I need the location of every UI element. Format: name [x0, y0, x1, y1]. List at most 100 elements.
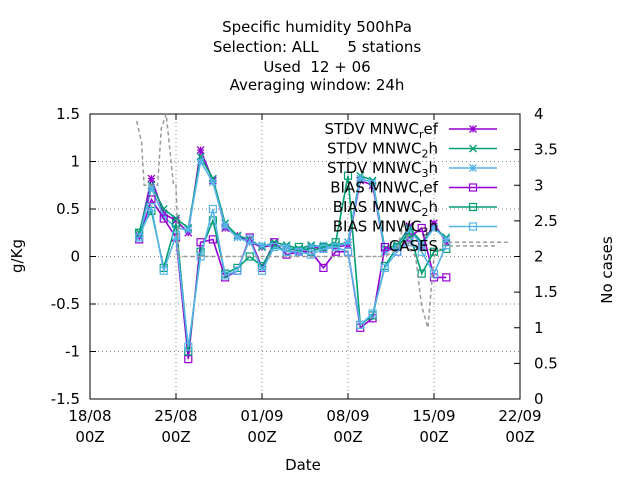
data-point: [270, 242, 279, 252]
data-point: [405, 225, 414, 234]
y2-tick-label: 4: [534, 105, 544, 123]
legend-label: STDV MNWC3h: [327, 159, 438, 180]
y2-tick-label: 2: [534, 248, 544, 266]
y2-axis-label: No cases: [598, 236, 616, 304]
legend-marker: [469, 125, 477, 133]
data-point: [135, 233, 144, 242]
legend-marker: [469, 144, 477, 153]
data-point: [208, 178, 217, 187]
legend-label: BIAS MNWCref: [330, 179, 438, 200]
data-point: [417, 223, 426, 233]
data-point: [172, 214, 180, 223]
x-tick-label: 22/09: [498, 407, 541, 425]
data-point: [356, 320, 365, 329]
data-point: [442, 241, 451, 250]
data-point: [343, 171, 353, 180]
x-axis-label: Date: [285, 456, 321, 474]
data-point: [307, 243, 316, 251]
data-point: [405, 238, 414, 247]
data-point: [184, 355, 193, 364]
data-point: [343, 247, 353, 256]
data-point: [196, 146, 205, 155]
data-point: [417, 247, 426, 256]
data-point: [233, 266, 242, 275]
data-point: [368, 178, 377, 187]
data-point: [233, 233, 242, 242]
data-point: [147, 203, 156, 212]
y2-tick-label: 1: [534, 319, 544, 337]
data-point: [171, 231, 181, 240]
legend-label: CASES: [389, 237, 438, 255]
data-point: [430, 219, 438, 228]
data-point: [221, 222, 230, 231]
x-tick-label: 08/09: [326, 407, 369, 425]
data-point: [405, 222, 414, 231]
data-point: [147, 184, 156, 193]
y2-tick-label: 0.5: [534, 354, 558, 372]
y-tick-label: 0.5: [56, 200, 80, 218]
data-point: [172, 216, 180, 225]
y-tick-label: 0: [70, 248, 80, 266]
x-tick-label: 01/09: [240, 407, 283, 425]
legend-marker: [468, 222, 478, 231]
y-tick-label: 1.5: [56, 105, 80, 123]
data-point: [184, 225, 193, 234]
series-line: [135, 113, 508, 329]
data-point: [319, 244, 328, 253]
data-point: [442, 235, 451, 244]
y2-tick-label: 0: [534, 390, 544, 408]
data-point: [208, 204, 217, 214]
x-tick-label-time: 00Z: [75, 428, 104, 446]
data-point: [417, 269, 426, 278]
legend-label: BIAS MNWC2h: [333, 198, 438, 219]
data-point: [147, 195, 156, 204]
title-line-2: Selection: ALL 5 stations: [213, 38, 421, 56]
data-point: [393, 242, 402, 252]
y2-tick-label: 1.5: [534, 283, 558, 301]
data-point: [221, 271, 230, 280]
data-point: [331, 238, 340, 247]
data-point: [380, 263, 389, 272]
data-point: [159, 212, 168, 221]
data-point: [344, 238, 352, 247]
data-point: [196, 157, 205, 166]
data-point: [184, 347, 193, 356]
y2-tick-label: 2.5: [534, 212, 558, 230]
x-tick-label-time: 00Z: [247, 428, 276, 446]
data-point: [282, 247, 291, 256]
series-group: [135, 113, 508, 364]
axis-ticks: 18/08 00Z 25/08 00Z 01/09 00Z 08/09 00Z 15/09 00Z…: [51, 105, 558, 446]
data-point: [196, 252, 205, 261]
y-tick-label: -0.5: [51, 295, 80, 313]
data-point: [405, 228, 414, 237]
y2-tick-label: 3: [534, 176, 544, 194]
data-point: [208, 235, 217, 244]
legend-label: STDV MNWCref: [324, 120, 438, 141]
data-point: [368, 309, 377, 318]
data-point: [257, 266, 267, 275]
y-tick-label: -1.5: [51, 390, 80, 408]
series-5: [135, 203, 451, 351]
data-point: [331, 247, 340, 256]
data-point: [282, 243, 291, 251]
x-tick-label-time: 00Z: [161, 428, 190, 446]
data-point: [184, 342, 193, 351]
data-point: [294, 247, 303, 256]
data-point: [258, 241, 266, 250]
x-tick-label-time: 00Z: [333, 428, 362, 446]
legend-marker: [468, 202, 478, 212]
x-tick-label-time: 00Z: [505, 428, 534, 446]
data-point: [429, 269, 439, 278]
data-point: [171, 219, 181, 228]
title-line-1: Specific humidity 500hPa: [222, 18, 412, 36]
y2-tick-label: 3.5: [534, 141, 558, 159]
data-point: [331, 242, 340, 252]
title-line-4: Averaging window: 24h: [230, 76, 405, 94]
data-point: [380, 242, 389, 252]
data-point: [159, 214, 168, 223]
data-point: [417, 241, 426, 250]
data-point: [442, 273, 451, 282]
legend-marker: [468, 183, 478, 192]
